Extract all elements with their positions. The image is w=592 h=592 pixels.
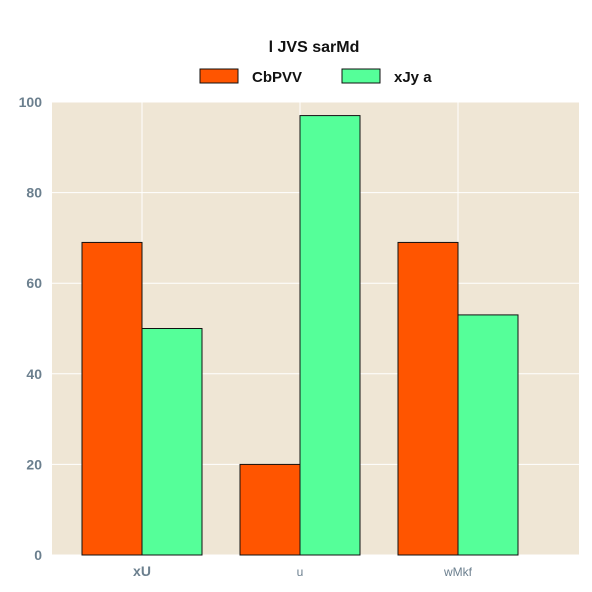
y-tick-label: 20 — [26, 456, 42, 472]
bar-xjy-a-xu — [141, 328, 203, 556]
bar-cbpvv-xu — [81, 241, 143, 556]
bar-xjy-a-u — [299, 115, 361, 556]
x-tick-label: u — [297, 565, 304, 579]
bar-cbpvv-u — [239, 463, 301, 556]
y-tick-label: 60 — [26, 275, 42, 291]
y-tick-label: 0 — [34, 547, 42, 563]
x-tick-label: wMkf — [443, 565, 473, 579]
bar-xjy-a-wmkf — [457, 314, 519, 556]
bars — [81, 115, 519, 556]
legend-swatch — [199, 68, 239, 84]
y-tick-label: 80 — [26, 185, 42, 201]
legend-label: CbPVV — [252, 69, 302, 86]
y-tick-label: 40 — [26, 366, 42, 382]
legend-item: xJy a — [341, 68, 432, 86]
bar-cbpvv-wmkf — [397, 241, 459, 556]
x-axis-ticks: xU u wMkf — [133, 563, 473, 579]
legend-label: xJy a — [394, 69, 432, 86]
y-tick-label: 100 — [19, 94, 43, 110]
x-tick-label: xU — [133, 563, 151, 579]
chart-title: l JVS sarMd — [269, 39, 360, 56]
legend-swatch — [341, 68, 381, 84]
legend: CbPVV xJy a — [199, 68, 432, 86]
y-axis-ticks: 0 20 40 60 80 100 — [19, 94, 43, 563]
legend-item: CbPVV — [199, 68, 302, 86]
